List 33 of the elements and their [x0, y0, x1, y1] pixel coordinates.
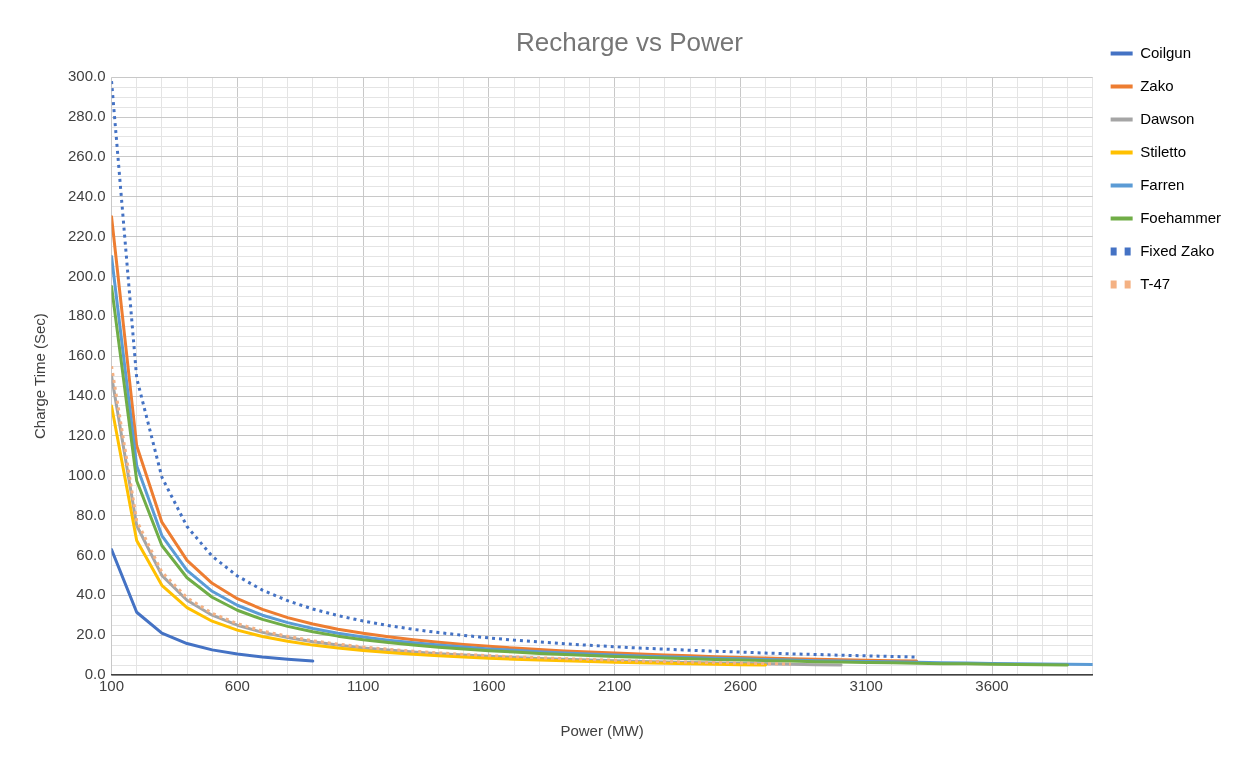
y-tick-label: 240.0: [67, 186, 106, 204]
x-tick-label: 1100: [346, 677, 380, 695]
x-axis-title: Power (MW): [560, 722, 644, 740]
legend-label: Stiletto: [1140, 142, 1186, 160]
y-tick-label: 120.0: [67, 426, 106, 444]
y-tick-label: 200.0: [67, 266, 106, 284]
x-tick-label: 1600: [472, 677, 506, 695]
y-axis-title: Charge Time (Sec): [31, 313, 49, 440]
legend-label: T-47: [1140, 274, 1171, 292]
legend-label: Zako: [1140, 76, 1174, 94]
chart-title: Recharge vs Power: [516, 26, 744, 57]
legend-label: Foehammer: [1140, 208, 1221, 226]
y-tick-label: 220.0: [67, 226, 106, 244]
x-tick-label: 600: [224, 677, 250, 695]
x-tick-label: 3100: [849, 677, 883, 695]
legend-label: Dawson: [1140, 109, 1195, 127]
y-tick-label: 40.0: [76, 585, 106, 603]
x-tick-label: 2100: [597, 677, 632, 695]
y-tick-label: 100.0: [67, 465, 106, 483]
y-tick-label: 60.0: [76, 545, 106, 563]
x-tick-label: 3600: [975, 677, 1009, 695]
legend-label: Farren: [1140, 175, 1185, 193]
legend-label: Fixed Zako: [1140, 241, 1215, 259]
y-tick-label: 300.0: [67, 67, 106, 85]
y-tick-label: 180.0: [67, 306, 106, 324]
y-tick-label: 260.0: [67, 147, 106, 165]
y-tick-label: 160.0: [67, 346, 106, 364]
y-tick-label: 280.0: [67, 107, 106, 125]
y-tick-label: 80.0: [76, 505, 106, 523]
y-tick-label: 140.0: [67, 386, 106, 404]
legend-label: Coilgun: [1140, 43, 1192, 61]
y-tick-label: 20.0: [76, 625, 106, 643]
x-tick-label: 2600: [723, 677, 758, 695]
